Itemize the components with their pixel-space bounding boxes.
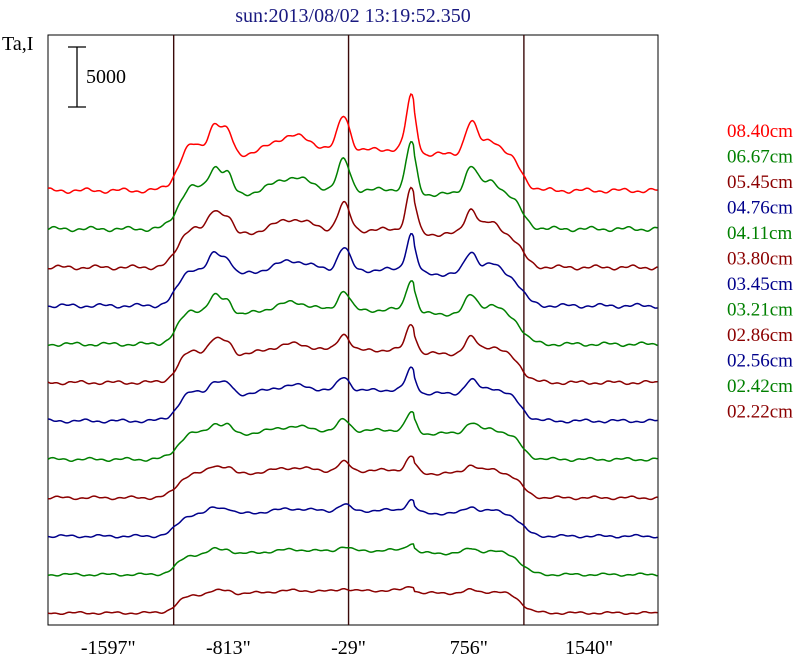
series-line-02.22cm (47, 586, 658, 616)
x-tick-label: 756" (450, 637, 488, 659)
x-tick-label: -813" (206, 637, 251, 659)
scale-bar: 5000 (68, 46, 126, 108)
legend: 08.40cm 06.67cm 05.45cm 04.76cm 04.11cm 03.80… (727, 121, 793, 423)
series-line-03.21cm (47, 411, 658, 463)
vertical-marker-lines (172, 35, 525, 625)
x-tick-label: 1540" (565, 637, 613, 659)
legend-entry-06.67cm: 06.67cm (727, 147, 793, 168)
series-line-05.45cm (47, 186, 658, 271)
series-line-04.76cm (48, 232, 658, 309)
series-line-02.86cm (47, 455, 658, 501)
legend-entry-02.42cm: 02.42cm (727, 376, 793, 397)
legend-entry-08.40cm: 08.40cm (727, 121, 793, 142)
plot-frame (47, 34, 659, 626)
x-tick-labels: -1597" -813" -29" 756" 1540" (81, 637, 613, 659)
series-line-02.56cm (47, 498, 658, 539)
legend-entry-02.56cm: 02.56cm (727, 351, 793, 372)
series-line-03.45cm (47, 366, 658, 424)
legend-entry-03.21cm: 03.21cm (727, 300, 793, 321)
legend-entry-04.11cm: 04.11cm (727, 223, 792, 244)
series-traces (47, 92, 658, 616)
legend-entry-05.45cm: 05.45cm (727, 172, 793, 193)
legend-entry-03.80cm: 03.80cm (727, 249, 793, 270)
legend-entry-03.45cm: 03.45cm (727, 274, 793, 295)
legend-entry-04.76cm: 04.76cm (727, 198, 793, 219)
scale-bar-label: 5000 (86, 66, 126, 88)
x-tick-label: -1597" (81, 637, 136, 659)
series-line-06.67cm (47, 140, 658, 233)
chart-title: sun:2013/08/02 13:19:52.350 (235, 5, 471, 27)
x-tick-label: -29" (331, 637, 366, 659)
series-line-08.40cm (47, 92, 658, 194)
series-line-02.42cm (47, 543, 658, 577)
series-line-03.80cm (47, 323, 658, 386)
y-axis-label: Ta,I (2, 33, 33, 55)
legend-entry-02.86cm: 02.86cm (727, 325, 793, 346)
series-line-04.11cm (47, 280, 658, 348)
legend-entry-02.22cm: 02.22cm (727, 402, 793, 423)
